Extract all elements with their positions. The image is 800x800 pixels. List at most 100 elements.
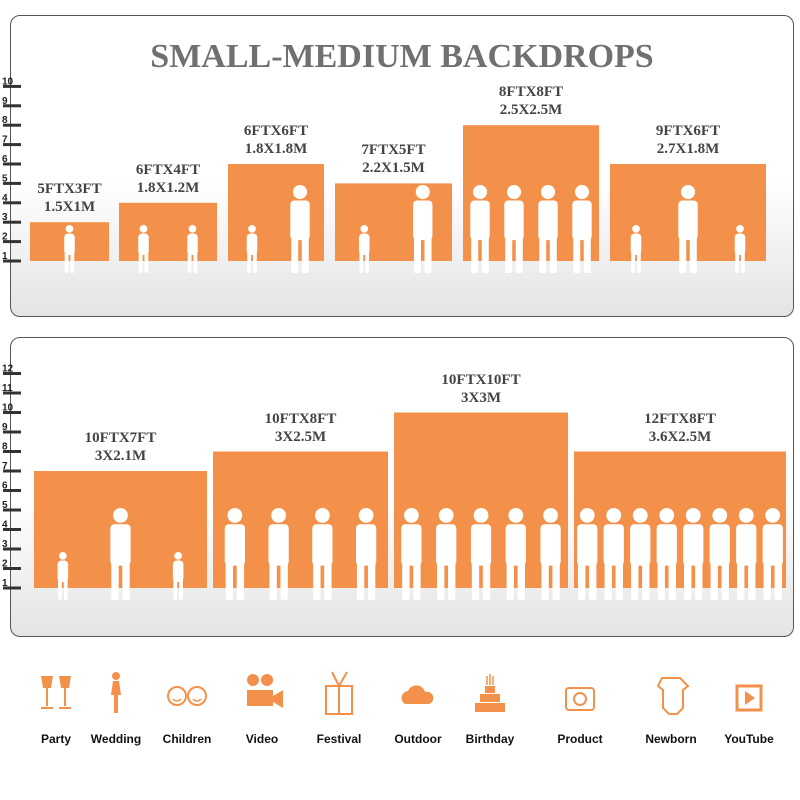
- tick-mark: [3, 586, 21, 590]
- tick-label: 4: [2, 193, 8, 204]
- size-meters: 3X3M: [461, 389, 501, 406]
- person-silhouette-icon: [246, 225, 258, 273]
- tick-mark: [3, 123, 21, 127]
- tick-label: 1: [2, 578, 8, 589]
- person-silhouette-icon: [504, 185, 524, 273]
- size-meters: 2.5X2.5M: [499, 102, 563, 119]
- person-silhouette-icon: [57, 552, 69, 600]
- size-feet: 12FTX8FT: [644, 410, 716, 427]
- tick-label: 12: [2, 364, 14, 375]
- tick-mark: [3, 489, 21, 492]
- backdrop-bar: [119, 202, 217, 261]
- size-meters: 2.7X1.8M: [656, 141, 720, 157]
- person-silhouette-icon: [603, 508, 624, 600]
- person-silhouette-icon: [413, 185, 433, 273]
- use-party: Party: [21, 668, 91, 746]
- backdrop-size-label: 10FTX10FT 3X3M: [394, 371, 568, 407]
- use-label: Product: [557, 732, 603, 746]
- person-silhouette-icon: [656, 508, 677, 600]
- use-label: Party: [40, 732, 72, 746]
- person-silhouette-icon: [734, 225, 746, 273]
- small-backdrops-panel: SMALL-MEDIUM BACKDROPS 1 2 3 4 5 6 7 8 9 10 5FTX3F…: [2, 15, 794, 317]
- use-newborn: Newborn: [636, 668, 706, 746]
- tick-label: 7: [2, 461, 8, 472]
- tick-mark: [3, 84, 21, 88]
- tick-label: 7: [2, 135, 8, 146]
- tick-label: 5: [2, 500, 8, 511]
- backdrop-size-label: 7FTX5FT 2.2X1.5M: [335, 141, 452, 177]
- tick-label: 6: [2, 481, 8, 492]
- size-feet: 6FTX4FT: [135, 161, 201, 178]
- size-feet: 9FTX6FT: [655, 123, 721, 139]
- size-feet: 7FTX5FT: [361, 142, 426, 159]
- use-label: YouTube: [724, 732, 774, 746]
- tick-mark: [3, 391, 21, 395]
- use-label: Wedding: [90, 732, 142, 746]
- use-product: Product: [545, 668, 615, 746]
- tick-label: 8: [2, 115, 8, 126]
- use-label: Children: [162, 732, 212, 746]
- use-outdoor: Outdoor: [383, 668, 453, 746]
- tick-label: 10: [2, 76, 14, 87]
- use-label: Festival: [316, 732, 362, 746]
- person-silhouette-icon: [268, 508, 289, 600]
- tick-label: 9: [2, 96, 8, 107]
- tick-mark: [3, 411, 21, 414]
- wedding-couple-icon: [111, 672, 121, 713]
- tick-mark: [3, 469, 21, 473]
- tick-label: 2: [2, 559, 8, 570]
- person-silhouette-icon: [762, 508, 783, 600]
- tick-label: 8: [2, 442, 8, 453]
- use-wedding: Wedding: [81, 668, 151, 746]
- use-label: Birthday: [465, 732, 515, 746]
- person-silhouette-icon: [630, 225, 642, 273]
- tick-mark: [3, 567, 21, 570]
- uses-row: Party Wedding Children Video Festival Outdoor…: [0, 668, 800, 758]
- tick-mark: [3, 201, 21, 205]
- use-label: Newborn: [645, 732, 697, 746]
- person-silhouette-icon: [401, 508, 422, 600]
- tick-label: 9: [2, 422, 8, 433]
- person-silhouette-icon: [138, 225, 149, 273]
- wine-glasses-icon: [41, 676, 71, 709]
- tick-mark: [3, 372, 21, 375]
- use-label: Video: [245, 732, 279, 746]
- person-silhouette-icon: [572, 185, 592, 273]
- tick-label: 4: [2, 520, 8, 531]
- tick-label: 6: [2, 154, 8, 165]
- movie-camera-icon: [247, 674, 283, 708]
- tick-label: 3: [2, 539, 8, 550]
- size-meters: 2.2X1.5M: [362, 160, 425, 177]
- backdrop-bar: [335, 183, 452, 261]
- tick-label: 2: [2, 232, 8, 243]
- person-silhouette-icon: [470, 508, 492, 600]
- backdrop-size-label: 10FTX7FT 3X2.1M: [34, 429, 207, 465]
- tick-mark: [3, 181, 21, 185]
- backdrop-size-label: 5FTX3FT 1.5X1M: [30, 180, 109, 216]
- camera-icon: [565, 687, 595, 711]
- tick-mark: [3, 450, 21, 453]
- tick-mark: [3, 162, 21, 166]
- size-feet: 6FTX6FT: [243, 123, 309, 139]
- person-silhouette-icon: [540, 508, 561, 600]
- size-feet: 10FTX7FT: [84, 430, 157, 446]
- size-meters: 1.8X1.8M: [244, 141, 308, 157]
- page-title: SMALL-MEDIUM BACKDROPS: [150, 38, 654, 75]
- person-silhouette-icon: [470, 185, 490, 273]
- use-video: Video: [227, 668, 297, 746]
- person-silhouette-icon: [358, 225, 370, 273]
- use-label: Outdoor: [394, 732, 442, 746]
- tick-mark: [3, 547, 21, 551]
- play-button-icon: [735, 684, 763, 712]
- birthday-cake-icon: [475, 674, 505, 712]
- size-meters: 3X2.5M: [274, 428, 327, 445]
- tick-mark: [3, 240, 21, 244]
- person-silhouette-icon: [577, 508, 598, 600]
- tick-mark: [3, 220, 21, 224]
- person-silhouette-icon: [172, 552, 184, 600]
- person-silhouette-icon: [290, 185, 310, 273]
- person-silhouette-icon: [356, 508, 377, 600]
- person-silhouette-icon: [505, 508, 526, 600]
- backdrop-size-label: 6FTX6FT 1.8X1.8M: [228, 122, 324, 158]
